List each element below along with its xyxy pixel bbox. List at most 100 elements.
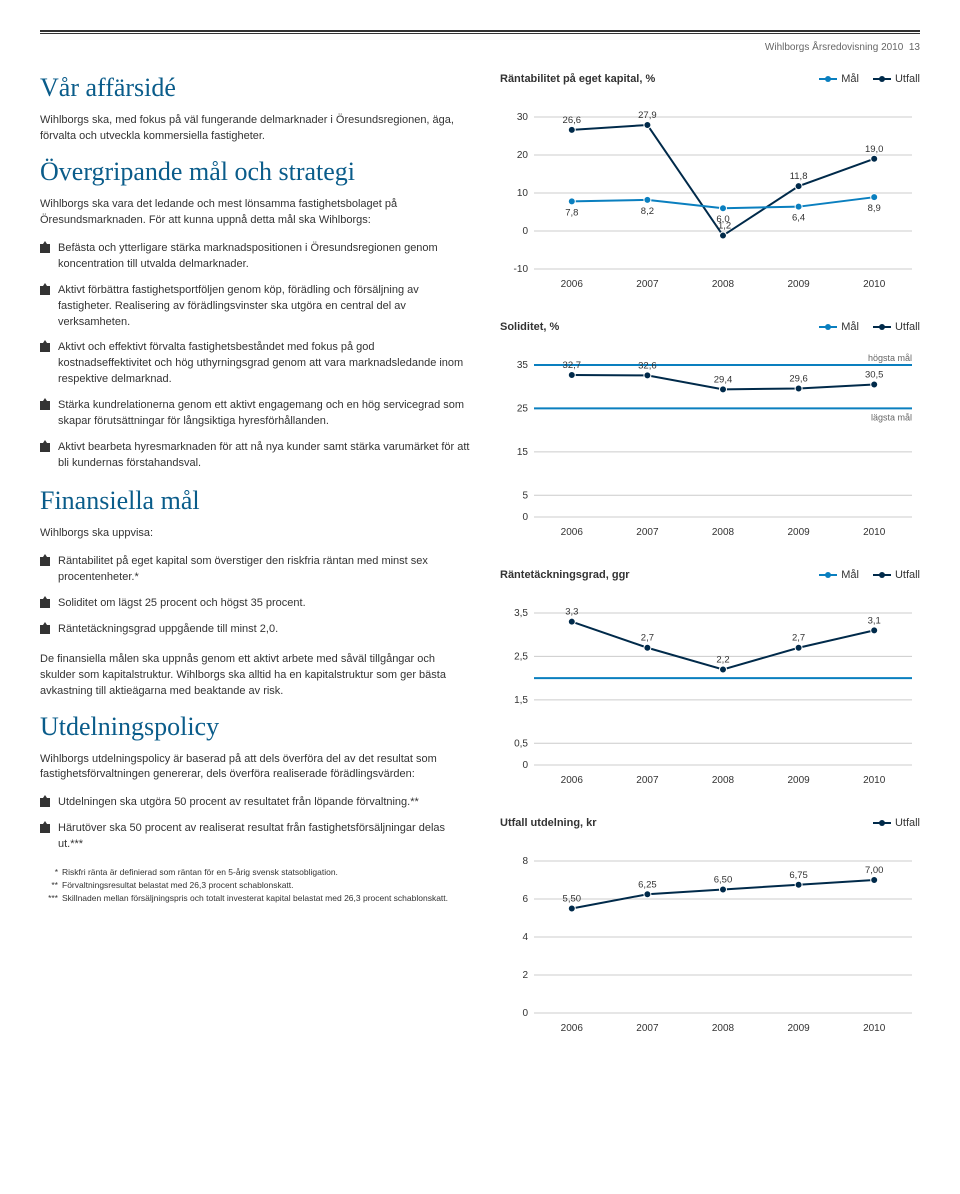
svg-text:7,8: 7,8 bbox=[565, 207, 578, 218]
footnote-text: Skillnaden mellan försäljningspris och t… bbox=[62, 893, 448, 904]
svg-text:2010: 2010 bbox=[863, 775, 886, 786]
svg-text:2007: 2007 bbox=[636, 1023, 659, 1034]
section2-title: Övergripande mål och strategi bbox=[40, 157, 470, 187]
svg-text:2008: 2008 bbox=[712, 775, 735, 786]
header-text: Wihlborgs Årsredovisning 2010 13 bbox=[40, 42, 920, 53]
footnote-mark: ** bbox=[40, 880, 58, 891]
list-item: Aktivt bearbeta hyresmarknaden för att n… bbox=[40, 440, 470, 472]
svg-text:6,25: 6,25 bbox=[638, 879, 657, 890]
list-item: Räntabilitet på eget kapital som översti… bbox=[40, 554, 470, 586]
chart-title: Utfall utdelning, kr bbox=[500, 817, 859, 829]
list-item: Härutöver ska 50 procent av realiserat r… bbox=[40, 821, 470, 853]
svg-text:2009: 2009 bbox=[787, 527, 810, 538]
svg-text:2006: 2006 bbox=[561, 775, 584, 786]
svg-text:26,6: 26,6 bbox=[563, 115, 582, 126]
svg-text:2: 2 bbox=[522, 970, 528, 981]
svg-text:32,7: 32,7 bbox=[563, 360, 582, 371]
section4-bullets: Utdelningen ska utgöra 50 procent av res… bbox=[40, 795, 470, 853]
chart-title: Räntetäckningsgrad, ggr bbox=[500, 569, 805, 581]
svg-text:0: 0 bbox=[522, 1008, 528, 1019]
chart-rantetackningsgrad: Räntetäckningsgrad, ggr Mål Utfall 0 0,5 1,5 2… bbox=[500, 569, 920, 787]
svg-text:29,6: 29,6 bbox=[789, 373, 808, 384]
chart-soliditet: Soliditet, %MålUtfall0515253520062007200… bbox=[500, 321, 920, 539]
svg-text:0: 0 bbox=[522, 226, 528, 237]
legend-mal: Mål bbox=[819, 321, 859, 333]
svg-text:3,5: 3,5 bbox=[514, 608, 528, 619]
list-item: Aktivt förbättra fastighetsportföljen ge… bbox=[40, 283, 470, 331]
svg-text:3,3: 3,3 bbox=[565, 607, 578, 618]
legend-utfall: Utfall bbox=[873, 817, 920, 829]
svg-text:-10: -10 bbox=[514, 264, 529, 275]
svg-text:6,50: 6,50 bbox=[714, 875, 733, 886]
svg-text:2008: 2008 bbox=[712, 279, 735, 290]
svg-text:0: 0 bbox=[522, 760, 528, 771]
section1-body: Wihlborgs ska, med fokus på väl fungeran… bbox=[40, 113, 470, 145]
svg-text:20: 20 bbox=[517, 150, 529, 161]
list-item: Aktivt och effektivt förvalta fastighets… bbox=[40, 340, 470, 388]
svg-text:2008: 2008 bbox=[712, 527, 735, 538]
section3-title: Finansiella mål bbox=[40, 486, 470, 516]
section3-body: De finansiella målen ska uppnås genom et… bbox=[40, 652, 470, 700]
svg-text:2007: 2007 bbox=[636, 527, 659, 538]
section1-title: Vår affärsidé bbox=[40, 73, 470, 103]
list-item: Räntetäckningsgrad uppgående till minst … bbox=[40, 622, 470, 638]
section2-body: Wihlborgs ska vara det ledande och mest … bbox=[40, 197, 470, 229]
svg-text:2006: 2006 bbox=[561, 1023, 584, 1034]
svg-text:2007: 2007 bbox=[636, 279, 659, 290]
svg-text:2,7: 2,7 bbox=[641, 633, 654, 644]
svg-text:4: 4 bbox=[522, 932, 528, 943]
list-item: Utdelningen ska utgöra 50 procent av res… bbox=[40, 795, 470, 811]
chart-utdelning: Utfall utdelning, krUtfall02468200620072… bbox=[500, 817, 920, 1035]
list-item: Befästa och ytterligare stärka marknadsp… bbox=[40, 241, 470, 273]
svg-text:2009: 2009 bbox=[787, 1023, 810, 1034]
svg-text:11,8: 11,8 bbox=[790, 171, 808, 182]
section4-title: Utdelningspolicy bbox=[40, 712, 470, 742]
svg-text:30: 30 bbox=[517, 112, 529, 123]
section3-intro: Wihlborgs ska uppvisa: bbox=[40, 526, 470, 542]
svg-text:10: 10 bbox=[517, 188, 529, 199]
svg-text:2006: 2006 bbox=[561, 527, 584, 538]
chart-title: Soliditet, % bbox=[500, 321, 805, 333]
legend-utfall: Utfall bbox=[873, 569, 920, 581]
svg-text:högsta mål: högsta mål bbox=[868, 353, 912, 363]
section2-bullets: Befästa och ytterligare stärka marknadsp… bbox=[40, 241, 470, 472]
svg-text:2010: 2010 bbox=[863, 527, 886, 538]
svg-text:15: 15 bbox=[517, 447, 529, 458]
svg-text:5,50: 5,50 bbox=[563, 894, 582, 905]
svg-text:2008: 2008 bbox=[712, 1023, 735, 1034]
svg-text:3,1: 3,1 bbox=[868, 615, 881, 626]
svg-text:0,5: 0,5 bbox=[514, 738, 528, 749]
footnote-text: Riskfri ränta är definierad som räntan f… bbox=[62, 867, 338, 878]
legend-mal: Mål bbox=[819, 73, 859, 85]
footnote-text: Förvaltningsresultat belastat med 26,3 p… bbox=[62, 880, 294, 891]
svg-text:30,5: 30,5 bbox=[865, 370, 884, 381]
svg-text:19,0: 19,0 bbox=[865, 144, 884, 155]
svg-text:0: 0 bbox=[522, 512, 528, 523]
footnotes: * Riskfri ränta är definierad som räntan … bbox=[40, 867, 470, 904]
svg-text:2,5: 2,5 bbox=[514, 651, 528, 662]
svg-text:5: 5 bbox=[522, 490, 528, 501]
svg-text:32,6: 32,6 bbox=[638, 360, 657, 371]
chart-title: Räntabilitet på eget kapital, % bbox=[500, 73, 805, 85]
header-rule bbox=[40, 30, 920, 34]
legend-utfall: Utfall bbox=[873, 321, 920, 333]
svg-text:2,7: 2,7 bbox=[792, 633, 805, 644]
svg-text:1,5: 1,5 bbox=[514, 695, 528, 706]
footnote-mark: *** bbox=[40, 893, 58, 904]
svg-text:2,2: 2,2 bbox=[716, 654, 729, 665]
list-item: Stärka kundrelationerna genom ett aktivt… bbox=[40, 398, 470, 430]
svg-text:6,75: 6,75 bbox=[789, 870, 808, 881]
footnote-mark: * bbox=[40, 867, 58, 878]
right-column: Räntabilitet på eget kapital, % Mål Utfall… bbox=[500, 73, 920, 1065]
svg-text:6,0: 6,0 bbox=[716, 214, 729, 225]
svg-text:27,9: 27,9 bbox=[638, 110, 657, 121]
svg-text:2007: 2007 bbox=[636, 775, 659, 786]
svg-text:6: 6 bbox=[522, 894, 528, 905]
svg-text:7,00: 7,00 bbox=[865, 865, 884, 876]
svg-text:lägsta mål: lägsta mål bbox=[871, 412, 912, 422]
page-number: 13 bbox=[909, 42, 920, 53]
svg-text:35: 35 bbox=[517, 360, 529, 371]
legend-mal: Mål bbox=[819, 569, 859, 581]
svg-text:8,9: 8,9 bbox=[868, 203, 881, 214]
svg-text:6,4: 6,4 bbox=[792, 213, 805, 224]
